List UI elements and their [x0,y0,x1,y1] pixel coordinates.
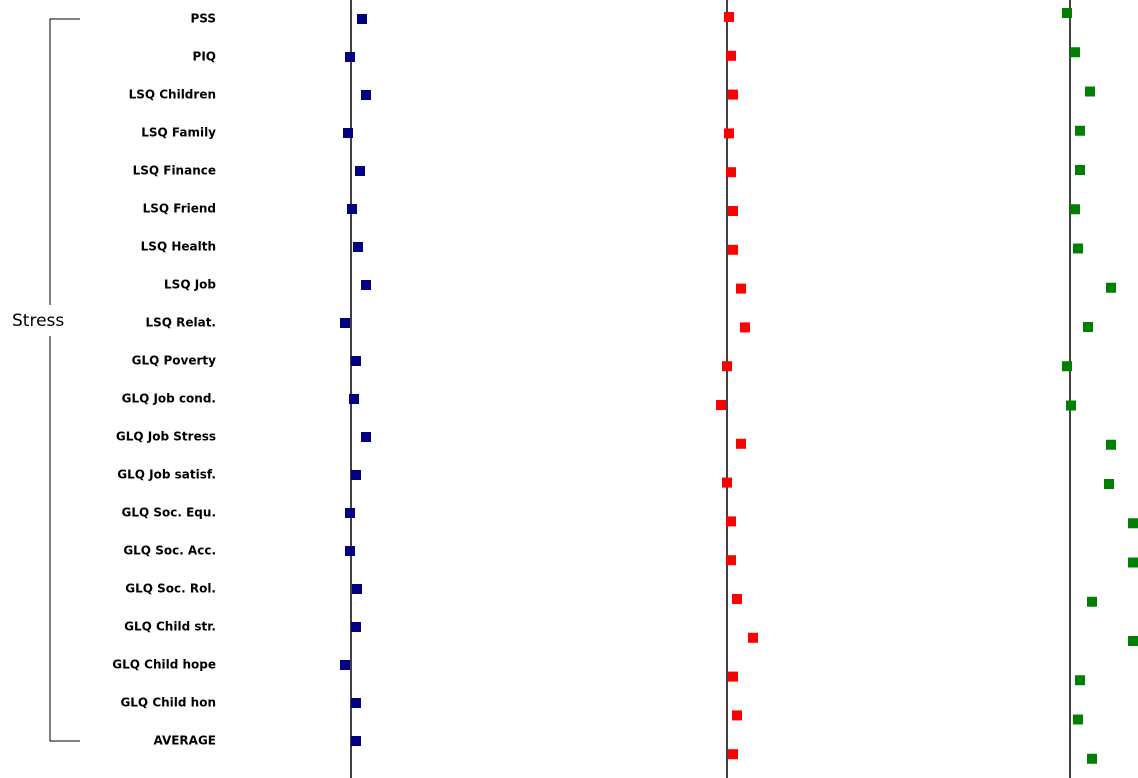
dot-marker [351,356,361,366]
dot-marker [1128,557,1138,568]
dot-marker [724,128,734,139]
dot-marker [340,660,350,670]
group-bracket [49,18,80,742]
dot-marker [351,622,361,632]
dot-marker [1087,596,1097,607]
category-label: LSQ Finance [133,164,216,178]
dot-marker [347,204,357,214]
dot-marker [748,632,758,643]
dot-marker [1128,518,1138,529]
dot-marker [353,242,363,252]
dot-marker [728,89,738,100]
dot-marker [1085,86,1095,97]
dot-marker [1075,165,1085,175]
dot-marker [726,555,736,566]
category-label: GLQ Job satisf. [117,468,216,482]
dot-marker [726,516,736,527]
dot-marker [716,400,726,410]
dot-marker [1128,636,1138,646]
dot-marker [728,671,738,682]
category-label: GLQ Poverty [132,354,217,368]
category-label: GLQ Child hon [120,696,216,710]
dot-marker [736,438,746,449]
category-label: AVERAGE [153,734,216,748]
dot-marker [351,736,361,746]
dot-marker [1070,204,1080,215]
dot-marker [1073,714,1083,725]
group-label: Stress [12,311,64,331]
dot-marker [355,166,365,176]
category-label: GLQ Soc. Rol. [125,582,216,596]
dot-marker [340,318,350,328]
dot-marker [1073,243,1083,254]
dot-marker [1062,361,1072,372]
dot-marker [732,594,742,604]
dot-marker [352,584,362,594]
dot-marker [726,50,736,61]
bracket-bottom [49,336,80,742]
dot-marker [1106,282,1116,293]
category-label: PIQ [193,50,216,64]
dot-marker [1075,675,1085,686]
category-label: GLQ Child hope [112,658,216,672]
dot-marker [732,710,742,721]
dot-marker [1104,479,1114,489]
dot-marker [728,206,738,216]
dot-marker [1062,8,1072,18]
category-label: LSQ Friend [143,202,216,216]
dot-marker [343,128,353,138]
dot-marker [736,283,746,294]
dot-marker [728,244,738,255]
dot-marker [351,698,361,708]
category-label: LSQ Children [129,88,216,102]
category-label: GLQ Soc. Acc. [123,544,216,558]
dot-marker [1083,322,1093,332]
category-label: GLQ Job Stress [116,430,216,444]
dot-marker [1070,47,1080,58]
dot-marker [722,361,732,372]
dot-marker [361,432,371,442]
dot-marker [728,749,738,760]
category-label: LSQ Family [141,126,216,140]
category-label: GLQ Job cond. [122,392,216,406]
dot-marker [345,508,355,518]
dot-marker [345,546,355,556]
dot-marker [361,280,371,290]
dot-marker [1087,753,1097,764]
dot-marker [349,394,359,404]
category-label: LSQ Job [164,278,216,292]
dot-marker [345,52,355,62]
dot-marker [726,167,736,178]
dot-marker [1106,439,1116,450]
category-label: LSQ Relat. [145,316,216,330]
category-label: GLQ Child str. [124,620,216,634]
dot-marker [724,12,734,22]
dot-marker [361,90,371,100]
dot-marker [351,470,361,480]
category-label: GLQ Soc. Equ. [122,506,217,520]
bracket-top [49,18,80,305]
dot-marker [1066,400,1076,411]
category-label: LSQ Health [141,240,216,254]
dot-marker [357,14,367,24]
dot-marker [1075,125,1085,136]
dot-marker [722,477,732,488]
dot-marker [740,322,750,333]
category-label: PSS [190,12,216,26]
